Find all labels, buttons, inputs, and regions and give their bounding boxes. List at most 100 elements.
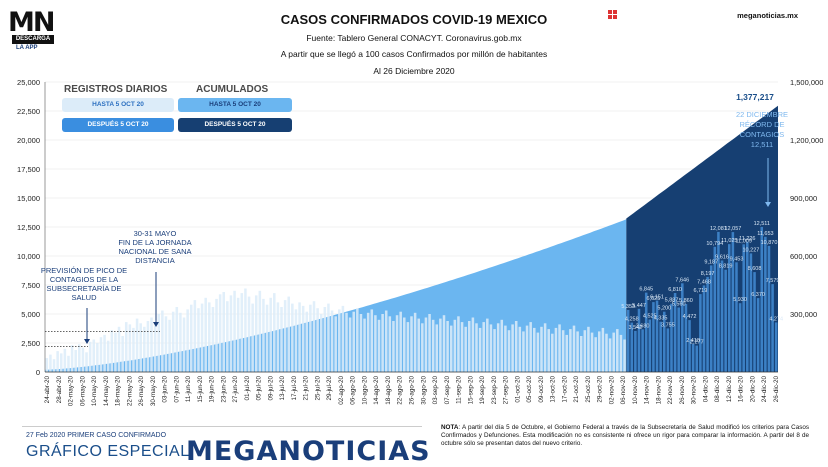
data-label: 5,930 — [733, 297, 747, 303]
daily-bar-before — [70, 345, 74, 372]
daily-bar-after — [695, 345, 699, 372]
data-label: 2,277 — [690, 340, 704, 346]
x-tick-label: 25-jul-20 — [314, 376, 321, 401]
daily-bar-before — [431, 319, 435, 372]
chart-title: CASOS CONFIRMADOS COVID-19 MEXICO — [280, 12, 548, 27]
annotation-peak-forecast: CONTAGIOS DE LA — [50, 275, 118, 284]
data-label: 11,009 — [735, 238, 751, 244]
data-label: 4,258 — [625, 317, 639, 323]
daily-bar-before — [381, 314, 384, 372]
note-label: NOTA — [441, 424, 459, 431]
daily-bar-after — [699, 294, 702, 372]
chart-subtitle: A partir que se llegó a 100 casos Confir… — [280, 49, 548, 59]
data-label: 11,653 — [757, 231, 773, 237]
daily-bar-after — [652, 302, 655, 372]
arrow-head-peak-forecast — [84, 339, 90, 344]
daily-bar-before — [384, 310, 388, 372]
data-label: 3,542 — [629, 325, 643, 331]
data-label: 10,794 — [706, 241, 723, 247]
daily-bar-before — [486, 318, 489, 372]
daily-bar-before — [565, 334, 569, 372]
daily-bar-before — [478, 327, 482, 372]
x-tick-label: 09-oct-20 — [538, 376, 545, 403]
daily-bar-before — [96, 343, 99, 372]
daily-bar-before — [226, 301, 229, 372]
daily-bar-before — [410, 316, 413, 372]
daily-bar-before — [247, 296, 251, 372]
daily-bar-before — [406, 322, 410, 372]
daily-bar-before — [583, 330, 587, 372]
daily-bar-before — [518, 326, 522, 372]
daily-bar-before — [561, 330, 565, 372]
daily-bar-before — [460, 322, 464, 372]
data-label: 11,226 — [739, 236, 755, 242]
daily-bar-after — [684, 304, 688, 372]
daily-bar-before — [150, 317, 153, 372]
daily-bar-after — [727, 244, 731, 372]
daily-bar-before — [193, 300, 197, 372]
daily-bar-before — [493, 329, 496, 372]
daily-bar-after — [717, 231, 720, 372]
daily-bar-after — [771, 284, 774, 372]
daily-bar-before — [153, 324, 157, 372]
annotation-dec22: RÉCORD DE — [739, 120, 784, 129]
special-graphic-label: GRÁFICO ESPECIAL — [26, 443, 190, 460]
data-label: 7,646 — [675, 277, 689, 283]
daily-bar-before — [316, 308, 319, 372]
data-label: 5,353 — [621, 304, 635, 310]
x-tick-label: 14-ago-20 — [373, 376, 380, 405]
daily-bar-before — [536, 332, 540, 372]
x-tick-label: 22-may-20 — [126, 376, 133, 407]
daily-bar-before — [435, 324, 439, 372]
daily-bar-before — [424, 317, 428, 372]
x-tick-label: 29-jul-20 — [326, 376, 333, 401]
daily-bar-before — [558, 324, 561, 372]
annotation-dec22: CONTAGIOS — [740, 130, 784, 139]
data-label: 5,860 — [679, 298, 693, 304]
x-tick-label: 23-sep-20 — [491, 376, 498, 405]
daily-bar-before — [522, 331, 525, 372]
data-label: 8,819 — [719, 264, 733, 270]
daily-bar-before — [273, 293, 276, 372]
daily-bar-before — [157, 314, 161, 372]
daily-bar-before — [507, 330, 511, 372]
y-right-tick-label: 1,500,000 — [790, 78, 823, 87]
daily-bar-before — [67, 355, 70, 372]
x-tick-label: 06-may-20 — [79, 376, 86, 407]
daily-bar-before — [117, 326, 121, 372]
logo-subtitle: LA APP — [16, 45, 38, 51]
x-tick-label: 11-sep-20 — [456, 376, 463, 404]
daily-bar-before — [457, 316, 460, 372]
daily-bar-before — [366, 312, 370, 372]
daily-bar-after — [644, 292, 648, 372]
legend-daily-header: REGISTROS DIARIOS — [64, 84, 168, 95]
daily-bar-before — [45, 358, 49, 372]
chart-date: Al 26 Diciembre 2020 — [373, 66, 455, 76]
daily-bar-before — [171, 311, 175, 372]
daily-bar-after — [659, 321, 662, 372]
daily-bar-before — [608, 338, 612, 372]
data-label: 3,680 — [636, 323, 650, 329]
x-tick-label: 23-jun-20 — [220, 376, 227, 403]
daily-bar-before — [338, 309, 341, 372]
daily-bar-before — [179, 312, 182, 372]
x-tick-label: 07-jun-20 — [173, 376, 180, 403]
daily-bar-before — [262, 298, 265, 372]
daily-bar-before — [291, 303, 294, 372]
x-tick-label: 06-ago-20 — [350, 376, 357, 405]
daily-bar-before — [352, 311, 355, 372]
x-tick-label: 20-dic-20 — [750, 376, 757, 403]
data-label: 7,468 — [697, 279, 711, 285]
x-tick-label: 18-nov-20 — [655, 376, 662, 405]
daily-bar-before — [421, 323, 424, 372]
x-tick-label: 05-oct-20 — [526, 376, 533, 403]
daily-bar-before — [363, 318, 366, 372]
daily-bar-before — [601, 327, 605, 372]
daily-bar-before — [240, 293, 244, 372]
daily-bar-before — [254, 295, 258, 372]
daily-bar-before — [551, 333, 554, 372]
data-label: 2,418 — [686, 338, 700, 344]
logo: MN — [8, 8, 56, 38]
data-labels: 5,353 4,258 3,542 5,447 3,680 6,845 4,525 6,025… — [621, 221, 783, 346]
